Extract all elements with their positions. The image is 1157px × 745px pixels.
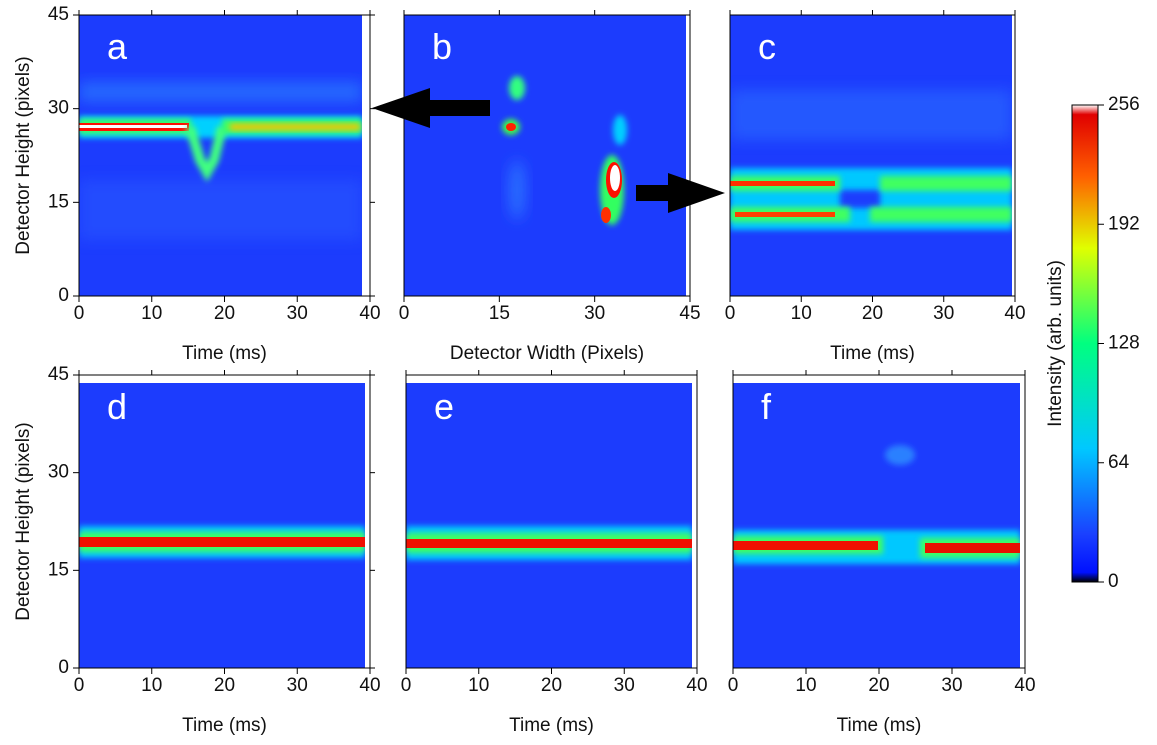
panel-label: d [107, 386, 127, 427]
x-tick-label: 30 [287, 675, 308, 696]
y-tick-label: 0 [58, 285, 69, 306]
x-tick-label: 10 [468, 675, 489, 696]
x-axis-label: Detector Width (Pixels) [450, 343, 644, 364]
x-axis-label: Time (ms) [830, 343, 915, 364]
x-tick-label: 40 [1014, 675, 1035, 696]
colorbar-tick-label: 0 [1108, 571, 1119, 592]
panel-label: c [758, 26, 776, 67]
x-tick-label: 0 [399, 303, 410, 324]
y-axis-label: Detector Height (pixels) [13, 56, 34, 255]
x-tick-label: 15 [489, 303, 510, 324]
heatmap-image [406, 383, 692, 668]
x-tick-label: 20 [862, 303, 883, 324]
y-tick-label: 15 [48, 191, 69, 212]
y-tick-label: 0 [58, 657, 69, 678]
colorbar-tick-label: 64 [1108, 452, 1130, 473]
heatmap-image [730, 15, 1012, 296]
colorbar-label: Intensity (arb. units) [1045, 260, 1066, 427]
x-tick-label: 10 [141, 303, 162, 324]
y-tick-label: 30 [48, 98, 69, 119]
x-tick-label: 0 [74, 303, 85, 324]
x-tick-label: 20 [868, 675, 889, 696]
x-tick-label: 40 [1004, 303, 1025, 324]
x-axis-label: Time (ms) [182, 343, 267, 364]
arrow [636, 173, 725, 213]
x-tick-label: 30 [941, 675, 962, 696]
panel-label: f [761, 386, 772, 427]
x-tick-label: 30 [614, 675, 635, 696]
x-tick-label: 30 [584, 303, 605, 324]
x-tick-label: 20 [214, 303, 235, 324]
plot-frame [403, 14, 691, 297]
arrow [372, 88, 490, 128]
x-tick-label: 20 [214, 675, 235, 696]
heatmap-image [79, 383, 365, 668]
x-tick-label: 40 [686, 675, 707, 696]
x-tick-label: 30 [287, 303, 308, 324]
colorbar-tick-label: 192 [1108, 213, 1140, 234]
y-axis-label: Detector Height (pixels) [13, 422, 34, 621]
x-tick-label: 40 [359, 675, 380, 696]
heatmap-image [79, 15, 362, 296]
x-tick-label: 20 [541, 675, 562, 696]
x-axis-label: Time (ms) [182, 715, 267, 736]
y-tick-label: 45 [48, 4, 69, 25]
colorbar [1071, 104, 1099, 583]
heatmap-image [733, 383, 1020, 668]
x-tick-label: 0 [74, 675, 85, 696]
x-tick-label: 10 [141, 675, 162, 696]
y-tick-label: 45 [48, 364, 69, 385]
x-axis-label: Time (ms) [837, 715, 922, 736]
x-tick-label: 45 [679, 303, 700, 324]
x-tick-label: 40 [359, 303, 380, 324]
x-tick-label: 0 [728, 675, 739, 696]
colorbar-tick-label: 128 [1108, 333, 1140, 354]
x-tick-label: 30 [933, 303, 954, 324]
colorbar-tick-label: 256 [1108, 94, 1140, 115]
y-tick-label: 15 [48, 559, 69, 580]
panel-label: e [434, 386, 454, 427]
panel-label: b [432, 26, 452, 67]
x-axis-label: Time (ms) [509, 715, 594, 736]
y-tick-label: 30 [48, 462, 69, 483]
x-tick-label: 0 [401, 675, 412, 696]
panel-label: a [107, 26, 128, 67]
x-tick-label: 10 [795, 675, 816, 696]
heatmap-image [404, 15, 686, 296]
x-tick-label: 0 [725, 303, 736, 324]
x-tick-label: 10 [791, 303, 812, 324]
